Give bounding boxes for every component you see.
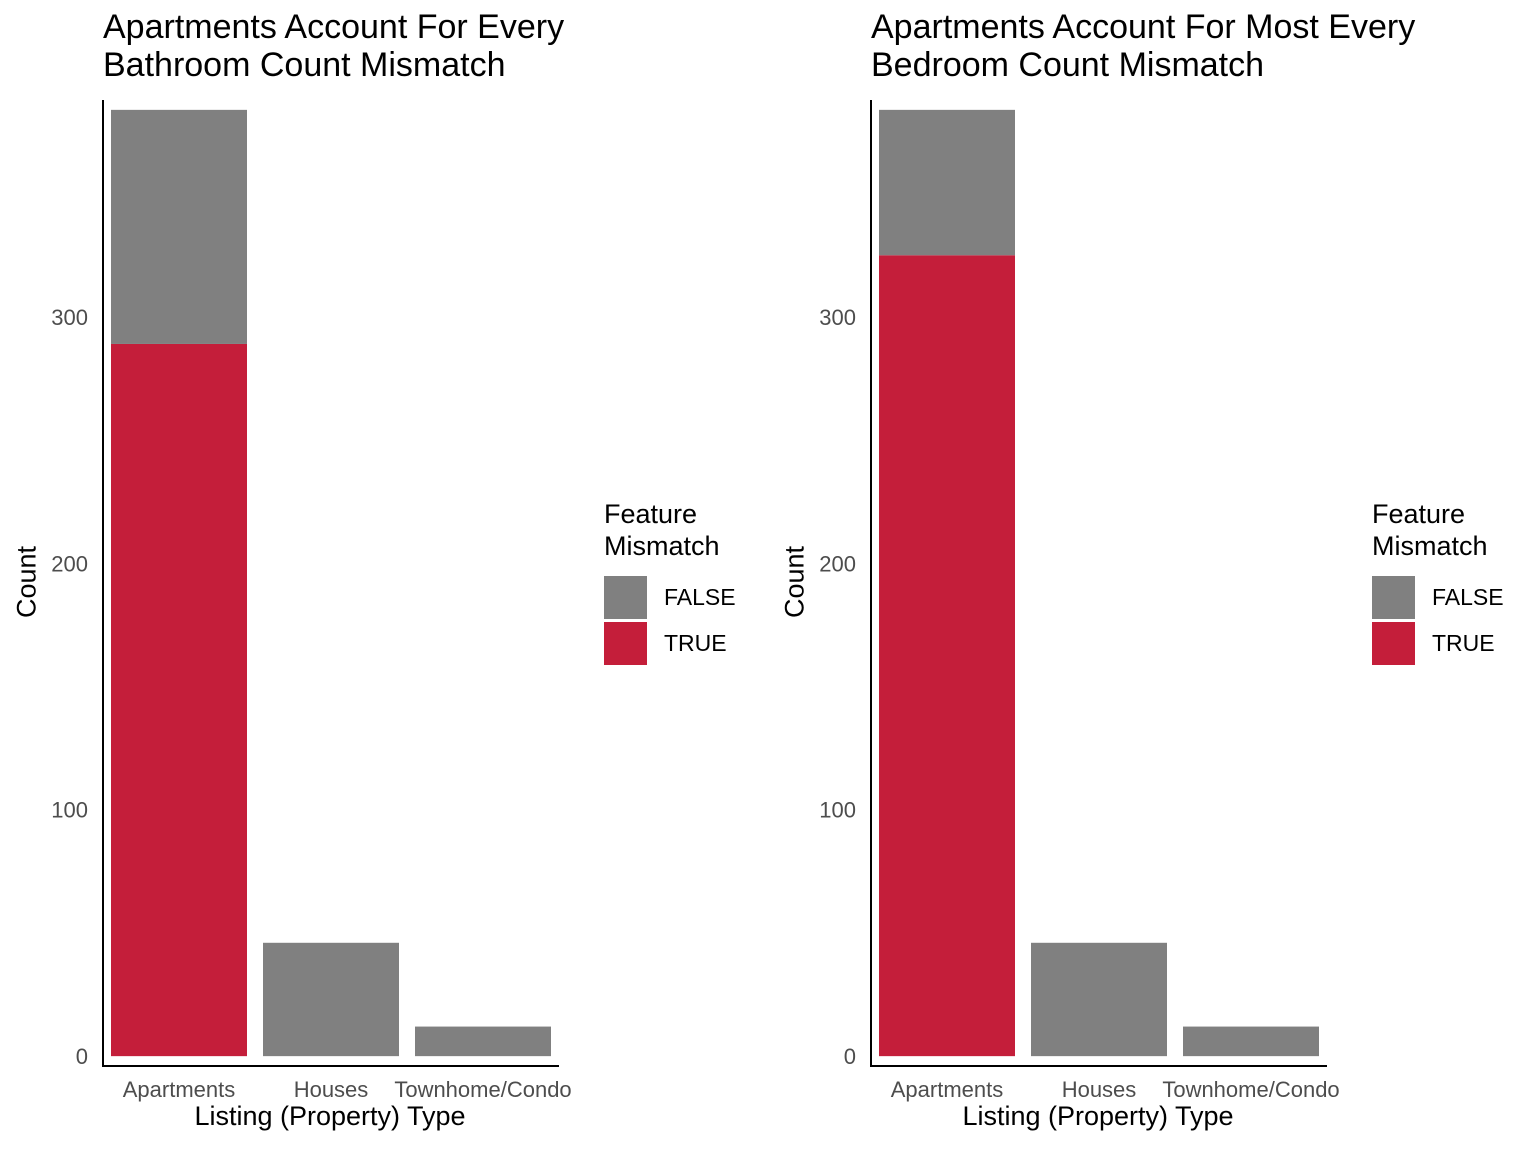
y-tick-label: 100 xyxy=(819,798,856,823)
legend: Feature Mismatch FALSE TRUE xyxy=(604,498,764,666)
y-tick-label: 300 xyxy=(51,305,88,330)
legend-item-true: TRUE xyxy=(604,620,764,666)
plot-area: Apartments Houses Townhome/Condo 0 100 200 300 xyxy=(819,100,1340,1102)
x-axis-label: Listing (Property) Type xyxy=(962,1101,1234,1131)
plot-area: Apartments Houses Townhome/Condo 0 100 200 300 xyxy=(51,100,572,1102)
chart-panel-bedroom: Apartments Account For Most Every Bedroo… xyxy=(768,0,1536,1152)
y-tick-label: 300 xyxy=(819,305,856,330)
legend-item-false: FALSE xyxy=(604,574,764,620)
legend-title: Feature Mismatch xyxy=(1372,499,1488,561)
y-tick-label: 0 xyxy=(76,1044,88,1069)
x-tick-label: Apartments xyxy=(123,1077,236,1102)
legend-title: Feature Mismatch xyxy=(604,499,720,561)
legend-key-false-swatch xyxy=(1372,576,1415,619)
legend-label-true: TRUE xyxy=(664,630,727,656)
legend-key-true-swatch xyxy=(1372,622,1415,665)
chart-panel-bathroom: Apartments Account For Every Bathroom Co… xyxy=(12,8,764,1131)
x-tick-label: Apartments xyxy=(891,1077,1004,1102)
legend-item-false: FALSE xyxy=(1372,574,1532,620)
y-tick-label: 200 xyxy=(819,551,856,576)
legend: Feature Mismatch FALSE TRUE xyxy=(1372,498,1532,666)
y-tick-label: 200 xyxy=(51,551,88,576)
x-tick-label: Townhome/Condo xyxy=(394,1077,571,1102)
y-tick-label: 0 xyxy=(844,1044,856,1069)
legend-key-false-swatch xyxy=(604,576,647,619)
chart-title: Apartments Account For Every Bathroom Co… xyxy=(103,8,564,84)
legend-item-true: TRUE xyxy=(1372,620,1532,666)
legend-label-false: FALSE xyxy=(664,584,736,610)
legend-label-false: FALSE xyxy=(1432,584,1504,610)
x-axis-label: Listing (Property) Type xyxy=(194,1101,466,1131)
chart-title: Apartments Account For Most Every Bedroo… xyxy=(871,8,1415,84)
chart-title-line-1: Apartments Account For Every xyxy=(103,8,565,46)
chart-title-line-2: Bathroom Count Mismatch xyxy=(103,46,506,84)
x-tick-label: Houses xyxy=(1062,1077,1137,1102)
x-tick-label: Houses xyxy=(294,1077,369,1102)
bar-houses-false xyxy=(263,942,399,1057)
bar-houses-false xyxy=(1031,942,1167,1057)
legend-key-true-swatch xyxy=(604,622,647,665)
y-tick-label: 100 xyxy=(51,798,88,823)
bar-apartments-false xyxy=(879,109,1015,256)
bar-apartments-false xyxy=(111,109,247,344)
bar-apartments-true xyxy=(111,343,247,1057)
bar-townhome-condo-false xyxy=(1183,1026,1319,1057)
bar-apartments-true xyxy=(879,255,1015,1057)
bar-townhome-condo-false xyxy=(415,1026,551,1057)
chart-title-line-1: Apartments Account For Most Every xyxy=(871,8,1416,46)
legend-label-true: TRUE xyxy=(1432,630,1495,656)
x-tick-label: Townhome/Condo xyxy=(1162,1077,1339,1102)
chart-title-line-2: Bedroom Count Mismatch xyxy=(871,46,1265,84)
